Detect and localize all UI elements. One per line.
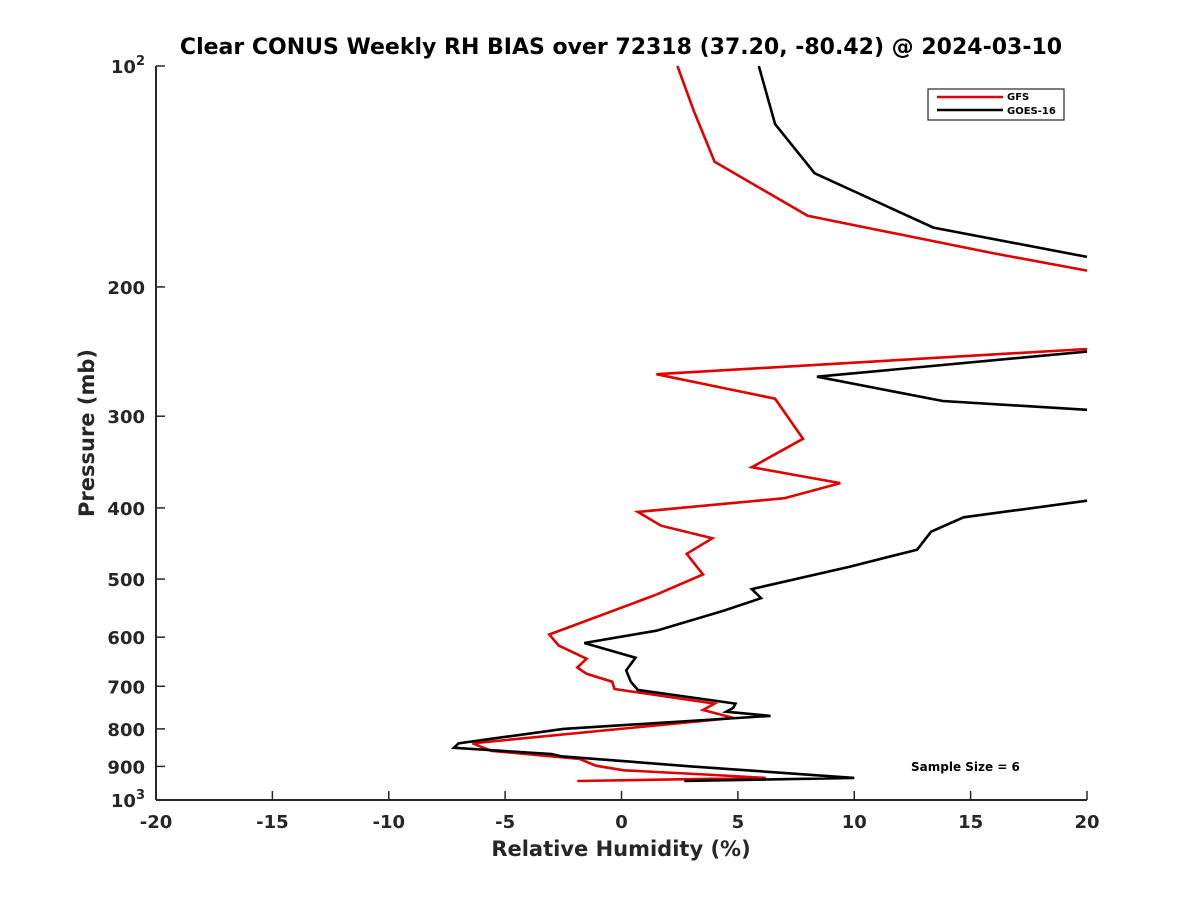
x-tick-label: 0	[615, 812, 628, 833]
series-line-goes16-segment-1	[757, 65, 1088, 259]
y-ticks: 102 200 300 400 500 600 700 800 900 103	[107, 54, 165, 812]
x-tick-label: -20	[140, 812, 173, 833]
series-line-gfs-segment-2	[472, 347, 1088, 783]
legend-label-gfs: GFS	[1007, 92, 1029, 103]
y-tick-label: 103	[111, 788, 145, 812]
sample-size-annotation: Sample Size = 6	[911, 760, 1020, 774]
series-line-goes16-segment-2	[816, 350, 1088, 412]
y-tick-label: 102	[111, 54, 145, 78]
y-tick-label: 800	[107, 720, 145, 741]
y-tick-label: 600	[107, 628, 145, 649]
plot-series	[450, 65, 1088, 783]
x-tick-label: 15	[958, 812, 983, 833]
chart-title: Clear CONUS Weekly RH BIAS over 72318 (3…	[180, 35, 1062, 60]
series-line-gfs-segment-1	[676, 65, 1088, 272]
x-tick-label: 10	[842, 812, 867, 833]
x-tick-label: -15	[256, 812, 289, 833]
legend: GFS GOES-16	[927, 88, 1065, 121]
y-tick-label: 500	[107, 570, 145, 591]
y-axis-label: Pressure (mb)	[75, 349, 99, 517]
x-tick-label: -10	[372, 812, 405, 833]
x-axis-label: Relative Humidity (%)	[491, 837, 750, 861]
y-tick-label: 200	[107, 278, 145, 299]
y-tick-label: 300	[107, 407, 145, 428]
y-tick-label: 400	[107, 499, 145, 520]
legend-box	[927, 88, 1065, 121]
x-tick-label: -5	[495, 812, 515, 833]
legend-label-goes16: GOES-16	[1007, 106, 1056, 117]
y-tick-label: 900	[107, 757, 145, 778]
x-tick-label: 5	[732, 812, 745, 833]
x-ticks: -20 -15 -10 -5 0 5 10 15 20	[140, 791, 1100, 833]
x-tick-label: 20	[1074, 812, 1099, 833]
y-tick-label: 700	[107, 677, 145, 698]
series-line-goes16-segment-3	[450, 499, 1088, 783]
